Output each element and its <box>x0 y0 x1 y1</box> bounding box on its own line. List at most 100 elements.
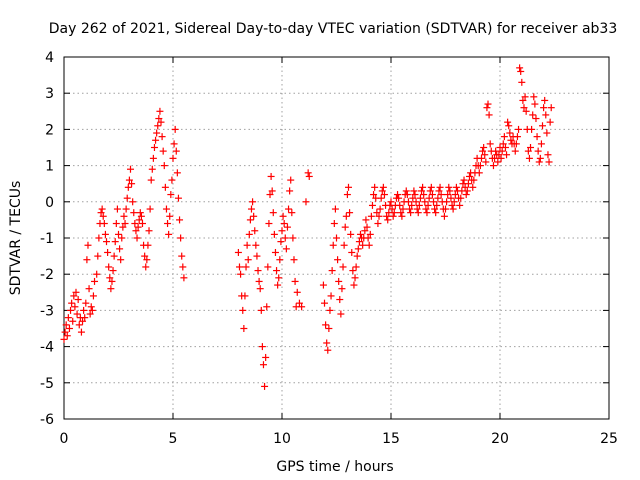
data-point <box>329 241 337 249</box>
data-point <box>61 328 69 336</box>
data-point <box>298 303 306 311</box>
data-point <box>247 205 255 213</box>
data-point <box>107 285 115 293</box>
data-point <box>452 183 460 191</box>
data-point <box>527 144 535 151</box>
data-point <box>145 227 153 235</box>
data-point <box>335 277 343 285</box>
data-point <box>270 230 278 238</box>
data-point <box>251 227 259 235</box>
y-tick-label: -1 <box>40 231 54 247</box>
data-point <box>136 209 144 217</box>
data-point <box>250 212 258 220</box>
data-point <box>544 151 552 159</box>
data-point <box>384 216 392 224</box>
data-point <box>485 111 493 119</box>
data-point <box>506 129 514 137</box>
data-point <box>352 263 360 271</box>
data-point <box>79 317 87 325</box>
data-point <box>542 111 550 119</box>
x-tick-label: 5 <box>169 431 178 447</box>
data-point <box>83 256 91 264</box>
data-point <box>271 248 279 256</box>
data-point <box>166 212 174 220</box>
data-point <box>380 191 388 199</box>
data-point <box>244 256 252 264</box>
data-point <box>416 194 424 202</box>
data-point <box>364 234 372 242</box>
data-point <box>375 212 383 220</box>
data-point <box>337 310 345 318</box>
data-point <box>440 212 448 220</box>
data-point <box>241 292 249 300</box>
y-tick-label: -3 <box>40 303 54 319</box>
data-point <box>113 205 121 213</box>
data-point <box>97 209 105 217</box>
data-point <box>158 133 166 141</box>
data-point <box>267 172 275 180</box>
data-point <box>87 303 95 311</box>
data-point <box>290 256 298 264</box>
data-point <box>246 216 254 224</box>
data-point <box>433 201 441 209</box>
data-point <box>156 107 164 115</box>
data-point <box>469 183 477 191</box>
data-point <box>479 147 487 155</box>
data-point <box>451 191 459 199</box>
data-point <box>534 147 542 155</box>
data-points <box>60 64 555 390</box>
data-point <box>528 125 536 133</box>
data-point <box>103 238 111 246</box>
data-point <box>95 234 103 242</box>
data-point <box>273 267 281 275</box>
data-point <box>512 140 520 148</box>
data-point <box>71 303 79 311</box>
data-point <box>262 353 270 361</box>
data-point <box>521 93 529 101</box>
data-point <box>259 361 267 369</box>
data-point <box>148 165 156 173</box>
data-point <box>383 212 391 220</box>
data-point <box>128 180 136 188</box>
data-point <box>115 230 122 238</box>
data-point <box>339 263 347 271</box>
data-point <box>513 133 521 141</box>
data-point <box>477 154 485 162</box>
data-point <box>254 267 262 275</box>
data-point <box>396 201 404 209</box>
data-point <box>276 256 284 264</box>
data-point <box>359 241 367 249</box>
data-point <box>257 306 265 314</box>
data-point <box>120 212 128 220</box>
data-point <box>495 151 503 159</box>
data-point <box>476 162 484 170</box>
data-point <box>280 220 288 228</box>
data-point <box>302 198 310 206</box>
data-point <box>427 183 435 191</box>
data-point <box>483 104 491 112</box>
data-point <box>274 281 282 289</box>
data-point <box>463 187 471 195</box>
data-point <box>162 205 170 213</box>
data-point <box>249 198 257 206</box>
data-point <box>326 306 334 314</box>
data-point <box>409 194 417 202</box>
data-point <box>388 205 396 213</box>
y-tick-label: -2 <box>40 267 54 283</box>
data-point <box>106 274 114 282</box>
data-point <box>379 183 387 191</box>
data-point <box>395 194 403 202</box>
data-point <box>117 256 125 264</box>
data-point <box>484 100 492 108</box>
data-point <box>325 325 333 332</box>
data-point <box>446 187 454 195</box>
data-point <box>160 162 168 170</box>
data-point <box>169 154 177 162</box>
data-point <box>503 151 511 159</box>
data-point <box>366 230 374 238</box>
data-point <box>122 205 130 213</box>
data-point <box>126 165 134 173</box>
data-point <box>101 230 109 238</box>
data-point <box>546 118 554 126</box>
data-point <box>165 230 173 238</box>
